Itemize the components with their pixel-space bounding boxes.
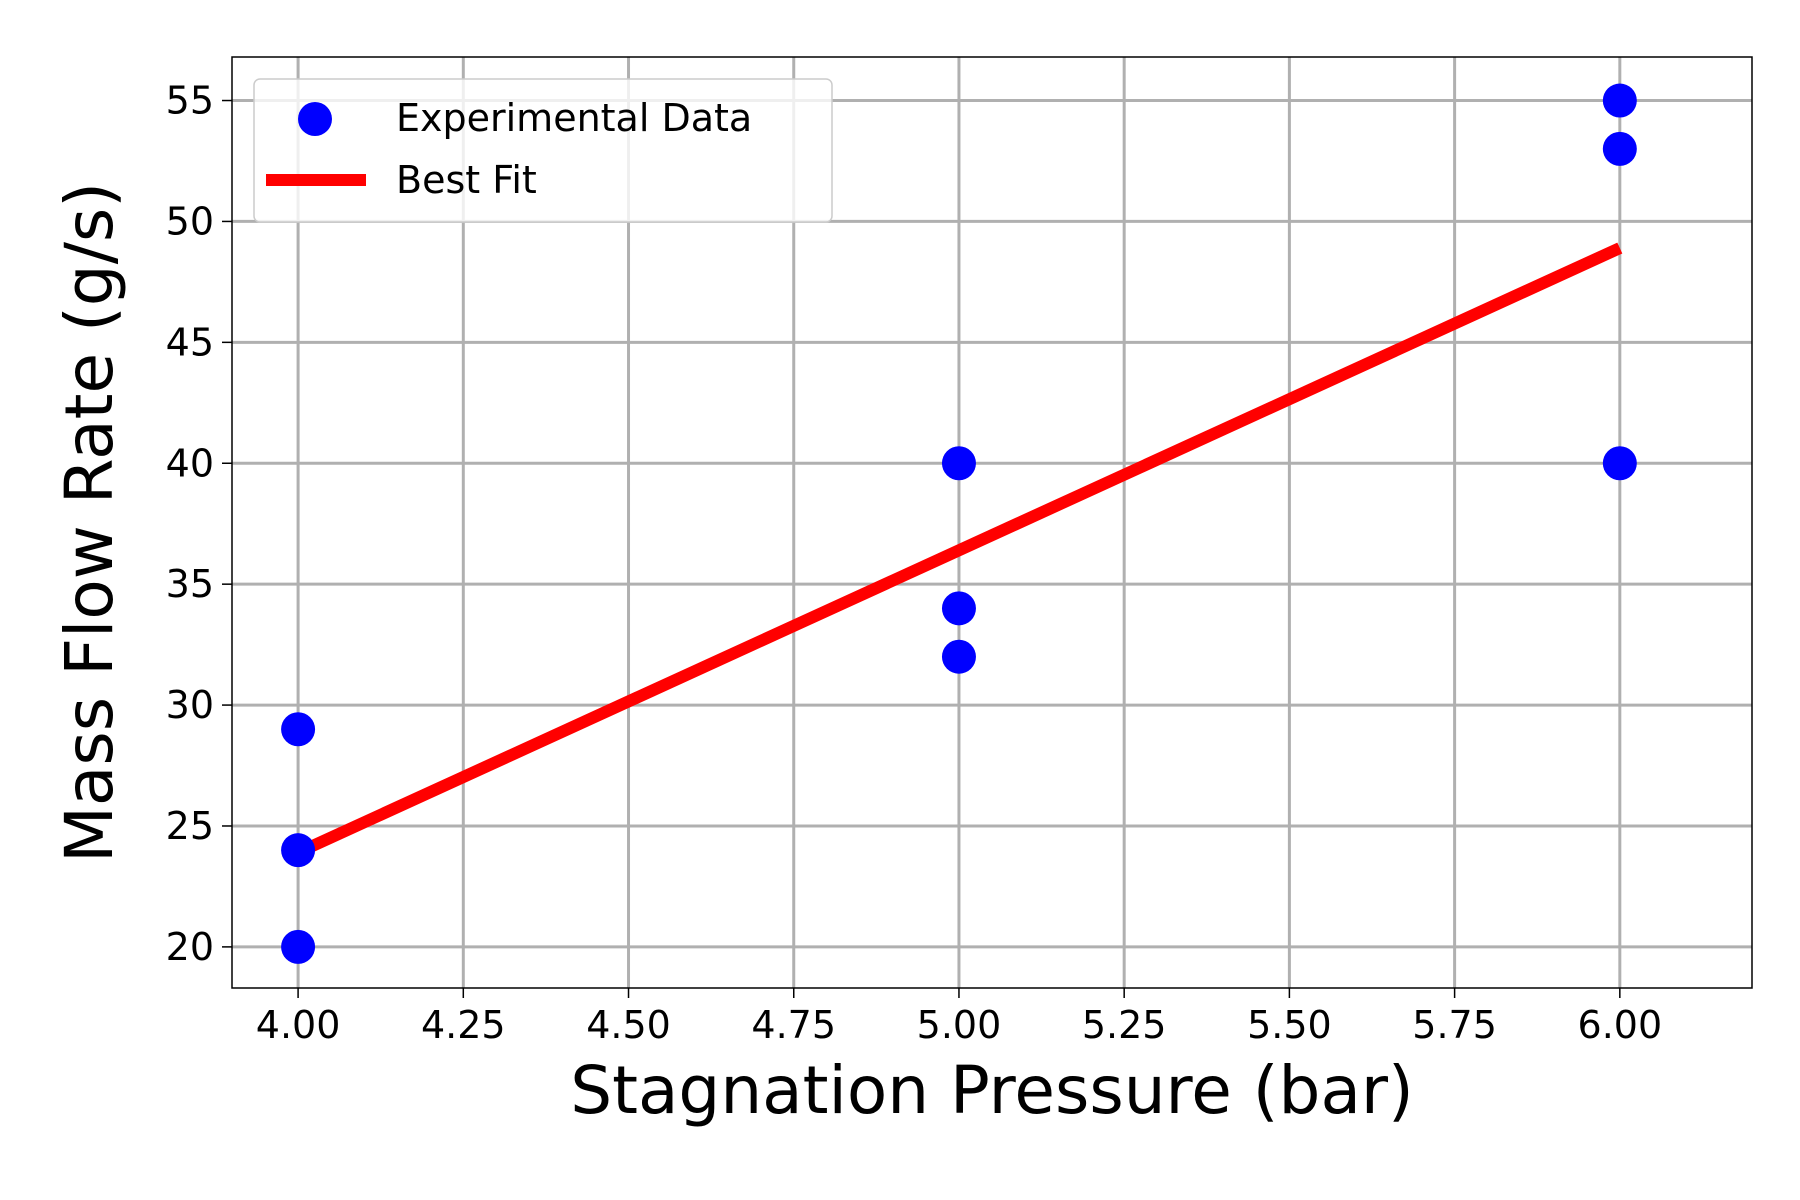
data-point — [281, 833, 316, 868]
grid — [232, 57, 1752, 988]
data-point — [1602, 131, 1637, 166]
y-tick-label: 35 — [166, 562, 214, 606]
y-axis-title: Mass Flow Rate (g/s) — [51, 182, 128, 863]
legend-marker-experimental-data — [298, 102, 332, 136]
points-layer — [281, 83, 1637, 964]
legend: Experimental Data Best Fit — [253, 78, 833, 223]
legend-label-best-fit: Best Fit — [396, 158, 537, 202]
fit-layer — [295, 242, 1623, 859]
y-tick-label: 45 — [166, 320, 214, 364]
x-tick-label: 6.00 — [1578, 1003, 1663, 1047]
y-tick-label: 20 — [166, 925, 214, 969]
x-tick-label: 5.50 — [1247, 1003, 1332, 1047]
legend-box — [253, 78, 833, 223]
data-point — [281, 712, 316, 747]
x-tick-label: 5.25 — [1082, 1003, 1167, 1047]
x-tick-label: 4.00 — [256, 1003, 341, 1047]
y-tick-label: 55 — [166, 79, 214, 123]
x-axis-ticks: 4.00 4.25 4.50 4.75 5.00 5.25 5.50 5.75 6.00 — [256, 988, 1662, 1047]
data-point — [1602, 83, 1637, 118]
legend-label-experimental-data: Experimental Data — [396, 96, 752, 140]
x-axis-title: Stagnation Pressure (bar) — [570, 1052, 1414, 1129]
y-tick-label: 50 — [166, 199, 214, 243]
data-point — [1602, 446, 1637, 481]
plot-frame — [231, 56, 1753, 989]
best-fit-line — [295, 242, 1623, 859]
x-tick-label: 5.75 — [1412, 1003, 1497, 1047]
data-point — [941, 446, 976, 481]
x-tick-label: 4.25 — [421, 1003, 506, 1047]
y-tick-label: 25 — [166, 804, 214, 848]
data-point — [941, 591, 976, 626]
x-tick-label: 4.50 — [586, 1003, 671, 1047]
y-axis-ticks: 20 25 30 35 40 45 50 55 — [166, 79, 232, 969]
x-tick-label: 5.00 — [917, 1003, 1002, 1047]
data-point — [281, 929, 316, 964]
y-tick-label: 40 — [166, 441, 214, 485]
y-tick-label: 30 — [166, 683, 214, 727]
x-tick-label: 4.75 — [751, 1003, 836, 1047]
data-point — [941, 639, 976, 674]
